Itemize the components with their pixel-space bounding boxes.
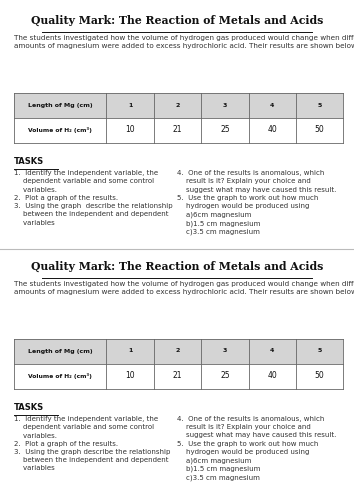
Text: 10: 10 — [125, 126, 135, 134]
Text: 1.  Identify the independent variable, the
    dependent variable and some contr: 1. Identify the independent variable, th… — [14, 416, 171, 472]
Text: The students investigated how the volume of hydrogen gas produced would change w: The students investigated how the volume… — [14, 35, 354, 49]
Text: 10: 10 — [125, 372, 135, 380]
Text: 1.  Identify the independent variable, the
    dependent variable and some contr: 1. Identify the independent variable, th… — [14, 170, 173, 226]
Text: 40: 40 — [267, 126, 277, 134]
Text: 25: 25 — [220, 126, 230, 134]
Text: 4: 4 — [270, 348, 274, 354]
Text: 4.  One of the results is anomalous, which
    result is it? Explain your choice: 4. One of the results is anomalous, whic… — [177, 416, 336, 481]
Text: 2: 2 — [175, 102, 179, 108]
Text: 3: 3 — [223, 102, 227, 108]
Text: Quality Mark: The Reaction of Metals and Acids: Quality Mark: The Reaction of Metals and… — [31, 261, 323, 272]
Bar — [14, 338, 343, 363]
Text: 4.  One of the results is anomalous, which
    result is it? Explain your choice: 4. One of the results is anomalous, whic… — [177, 170, 336, 235]
Text: 21: 21 — [173, 372, 182, 380]
Bar — [14, 118, 343, 142]
Bar — [14, 364, 343, 388]
Text: Length of Mg (cm): Length of Mg (cm) — [28, 102, 92, 108]
Text: Volume of H₂ (cm³): Volume of H₂ (cm³) — [28, 373, 92, 379]
Text: 5: 5 — [318, 102, 322, 108]
Text: 50: 50 — [315, 126, 325, 134]
Text: 50: 50 — [315, 372, 325, 380]
Bar — [14, 92, 343, 118]
Text: Length of Mg (cm): Length of Mg (cm) — [28, 348, 92, 354]
Text: 21: 21 — [173, 126, 182, 134]
Text: 2: 2 — [175, 348, 179, 354]
Text: 5: 5 — [318, 348, 322, 354]
Text: Quality Mark: The Reaction of Metals and Acids: Quality Mark: The Reaction of Metals and… — [31, 15, 323, 26]
Text: 1: 1 — [128, 102, 132, 108]
Text: Volume of H₂ (cm³): Volume of H₂ (cm³) — [28, 127, 92, 133]
Text: 3: 3 — [223, 348, 227, 354]
Text: The students investigated how the volume of hydrogen gas produced would change w: The students investigated how the volume… — [14, 281, 354, 295]
Text: 1: 1 — [128, 348, 132, 354]
Text: 40: 40 — [267, 372, 277, 380]
Text: 25: 25 — [220, 372, 230, 380]
Text: 4: 4 — [270, 102, 274, 108]
Text: TASKS: TASKS — [14, 402, 44, 411]
Text: TASKS: TASKS — [14, 156, 44, 166]
